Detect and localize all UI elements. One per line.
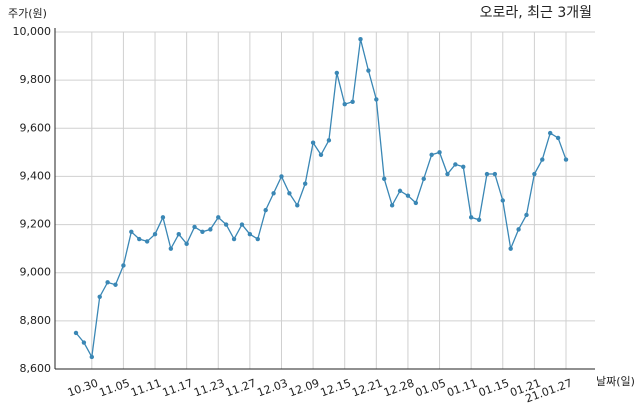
point [453,162,458,167]
point [468,215,474,220]
point [121,263,126,268]
point [287,191,292,196]
x-tick-label: 01.15 [477,376,511,399]
point [382,176,387,182]
y-tick-label: 8,800 [20,314,52,327]
y-tick-label: 9,200 [20,218,52,231]
point [152,232,158,237]
point [89,354,95,360]
point [484,171,490,177]
point [271,191,276,196]
x-tick-label: 10.30 [66,376,100,399]
x-tick-label: 11.23 [192,376,226,399]
point [445,171,450,177]
point [397,188,403,194]
point [374,97,379,102]
y-tick-label: 9,800 [20,73,52,86]
point [326,138,332,143]
y-tick-label: 9,400 [20,169,52,182]
point [524,212,529,218]
point [413,200,419,206]
y-axis-label: 주가(원) [8,7,47,20]
point [81,340,87,345]
x-tick-label: 12.09 [287,376,321,399]
y-tick-label: 8,600 [20,362,52,375]
point [405,193,411,198]
point [389,203,395,208]
y-tick-label: 10,000 [13,25,52,38]
point [192,224,197,230]
point [334,70,340,76]
point [295,203,300,208]
point [366,68,371,73]
x-tick-label: 11.11 [129,376,163,399]
x-tick-label: 11.05 [97,376,131,399]
y-tick-label: 9,600 [20,121,52,134]
point [255,236,260,242]
x-tick-label: 12.21 [350,376,384,399]
point [176,232,181,237]
point [184,241,189,247]
point [223,222,229,227]
line [75,39,567,360]
point [239,222,245,227]
point [563,157,569,162]
point [429,152,434,157]
x-tick-label: 11.27 [224,376,258,399]
point [247,232,253,237]
point [231,236,237,242]
point [105,280,110,285]
point [144,239,150,244]
point [476,217,482,222]
point [547,130,553,136]
point [200,229,205,234]
point [532,171,537,177]
point [350,99,355,105]
point [97,294,102,299]
point [302,181,308,186]
point [516,227,521,232]
point [216,215,221,220]
point [342,102,347,107]
point [318,152,324,157]
point [73,330,79,336]
point [129,229,134,234]
point [168,246,174,251]
point [113,282,118,287]
x-tick-label: 12.03 [255,376,289,399]
point [508,246,513,251]
point [421,176,426,182]
x-tick-label: 01.11 [445,376,479,399]
x-tick-label: 12.28 [382,376,416,399]
point [437,150,442,155]
point [555,135,561,141]
point [310,140,316,145]
point [279,174,284,179]
point [160,215,166,220]
point [540,157,545,162]
x-tick-label: 01.05 [414,376,448,399]
point [358,37,363,42]
point [137,236,142,242]
chart-title: 오로라, 최근 3개월 [480,5,592,21]
x-axis-label: 날짜(일) [596,374,635,388]
point [500,198,505,203]
y-tick-label: 9,000 [20,266,52,279]
point [208,227,213,232]
x-tick-label: 11.17 [161,376,195,399]
point [461,164,466,169]
x-tick-label: 12.15 [319,376,353,399]
point [492,171,498,177]
point [263,207,268,213]
